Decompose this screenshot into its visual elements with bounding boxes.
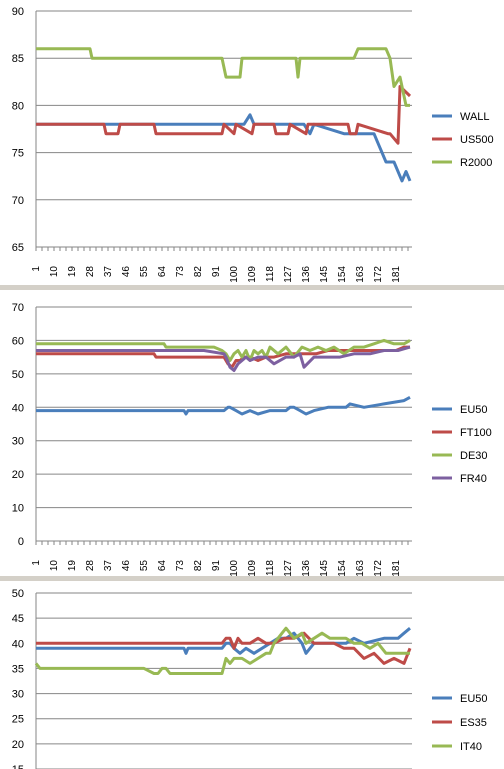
chart-2: 0 10 20 30 40 50 60 70 1 10 19 28 37 46 55 64 73 82 91 100 1…: [12, 302, 492, 576]
x-tick-label: 163: [355, 266, 366, 283]
x-tick-label: 100: [229, 560, 240, 576]
panel-divider-1: [0, 285, 504, 290]
x-tick-label: 100: [229, 266, 240, 283]
x-tick-label: 109: [247, 560, 258, 576]
legend-label-us500: US500: [460, 134, 494, 146]
series-line-fr40: [36, 345, 411, 372]
chart-3: 15 20 25 30 35 40 45 50 EU50 ES35 IT40: [12, 588, 488, 769]
y-tick-label: 40: [12, 402, 24, 414]
legend-label-r2000: R2000: [460, 157, 492, 169]
series-line-eu50: [36, 627, 411, 655]
chart-panel-1: 65 70 75 80 85 90 1 10 19 28 37 46 55 64 73 82 91 100 109 1…: [0, 0, 504, 285]
x-tick-label: 28: [85, 560, 96, 572]
y-tick-label: 25: [12, 714, 24, 726]
x-tick-label: 118: [265, 560, 276, 576]
y-tick-label: 0: [18, 536, 24, 548]
x-tick-label: 109: [247, 266, 258, 283]
y-tick-label: 70: [12, 195, 24, 207]
x-tick-label: 19: [67, 266, 78, 278]
x-tick-label: 136: [301, 560, 312, 576]
y-tick-label: 35: [12, 663, 24, 675]
x-tick-label: 46: [121, 266, 132, 278]
x-tick-label: 28: [85, 266, 96, 278]
x-tick-label: 172: [373, 266, 384, 283]
x-tick-label: 73: [175, 560, 186, 572]
y-tick-label: 15: [12, 764, 24, 769]
x-tick-label: 172: [373, 560, 384, 576]
y-tick-label: 85: [12, 53, 24, 65]
legend-label-fr40: FR40: [460, 473, 487, 485]
x-tick-label: 136: [301, 266, 312, 283]
x-tick-label: 55: [139, 266, 150, 278]
legend-label-eu50: EU50: [460, 693, 488, 705]
y-tick-label: 20: [12, 739, 24, 751]
y-tick-label: 90: [12, 6, 24, 18]
series-line-it40: [34, 626, 410, 675]
x-tick-label: 127: [283, 560, 294, 576]
y-tick-label: 50: [12, 588, 24, 600]
y-tick-label: 65: [12, 242, 24, 254]
x-tick-label: 19: [67, 560, 78, 572]
series-line-eu50: [36, 395, 411, 416]
legend-label-wall: WALL: [460, 111, 490, 123]
series-line-us500: [36, 85, 412, 145]
x-tick-label: 154: [337, 266, 348, 283]
x-tick-label: 118: [265, 266, 276, 282]
y-tick-label: 60: [12, 335, 24, 347]
y-tick-label: 30: [12, 436, 24, 448]
x-tick-label: 64: [157, 560, 168, 572]
x-tick-label: 91: [211, 560, 222, 572]
legend-label-eu50: EU50: [460, 404, 488, 416]
x-tick-label: 10: [49, 560, 60, 572]
x-tick-label: 82: [193, 266, 204, 278]
y-tick-label: 75: [12, 148, 24, 160]
x-tick-label: 127: [283, 266, 294, 283]
x-tick-label: 145: [319, 560, 330, 576]
x-tick-label: 1: [31, 560, 42, 566]
y-tick-label: 45: [12, 613, 24, 625]
x-tick-label: 10: [49, 266, 60, 278]
x-tick-label: 181: [391, 266, 402, 283]
y-tick-label: 20: [12, 469, 24, 481]
chart-1: 65 70 75 80 85 90 1 10 19 28 37 46 55 64 73 82 91 100 109 1…: [12, 6, 494, 283]
series-line-wall: [36, 113, 412, 183]
x-tick-label: 82: [193, 560, 204, 572]
x-tick-label: 181: [391, 560, 402, 576]
x-tick-label: 37: [103, 560, 114, 572]
x-tick-label: 37: [103, 266, 114, 278]
series-line-de30: [36, 338, 411, 362]
x-tick-label: 91: [211, 266, 222, 278]
legend-label-ft100: FT100: [460, 427, 492, 439]
panel-divider-2: [0, 576, 504, 581]
y-tick-label: 80: [12, 100, 24, 112]
x-tick-label: 55: [139, 560, 150, 572]
legend-label-it40: IT40: [460, 741, 482, 753]
x-tick-label: 64: [157, 266, 168, 278]
chart-panel-3: 15 20 25 30 35 40 45 50 EU50 ES35 IT40: [0, 581, 504, 769]
x-tick-label: 46: [121, 560, 132, 572]
y-tick-label: 10: [12, 503, 24, 515]
legend-label-es35: ES35: [460, 717, 487, 729]
legend-label-de30: DE30: [460, 450, 488, 462]
y-tick-label: 30: [12, 689, 24, 701]
chart-panel-2: 0 10 20 30 40 50 60 70 1 10 19 28 37 46 55 64 73 82 91 100 1…: [0, 290, 504, 576]
y-tick-label: 50: [12, 369, 24, 381]
series-line-r2000: [36, 47, 410, 107]
x-tick-label: 154: [337, 560, 348, 576]
x-tick-label: 73: [175, 266, 186, 278]
x-tick-label: 145: [319, 266, 330, 283]
y-tick-label: 40: [12, 638, 24, 650]
y-tick-label: 70: [12, 302, 24, 314]
x-tick-label: 1: [31, 266, 42, 272]
x-tick-label: 163: [355, 560, 366, 576]
